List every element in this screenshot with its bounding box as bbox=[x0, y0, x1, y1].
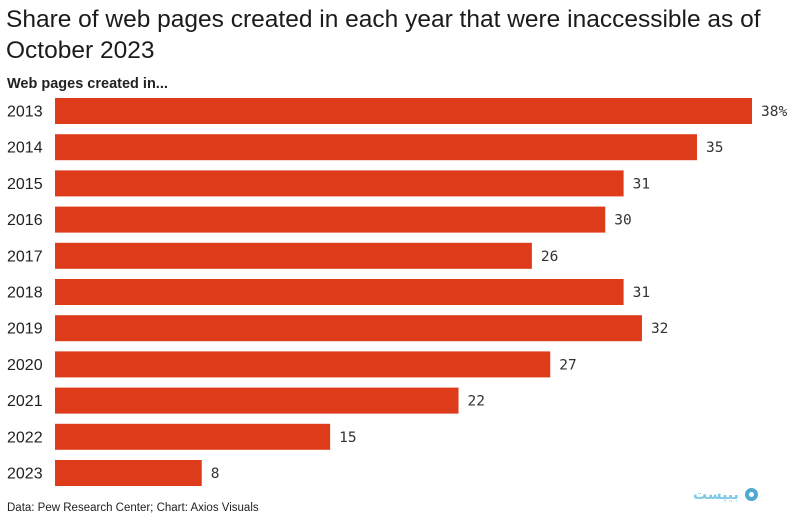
year-label-2013: 2013 bbox=[7, 104, 43, 121]
value-label-2013: 38% bbox=[761, 104, 787, 120]
value-label-2020: 27 bbox=[559, 357, 576, 373]
value-label-2015: 31 bbox=[633, 176, 650, 192]
year-label-2016: 2016 bbox=[7, 212, 43, 229]
chart-subtitle: Web pages created in... bbox=[7, 76, 168, 92]
year-label-2014: 2014 bbox=[7, 140, 43, 157]
chart-title: Share of web pages created in each year … bbox=[6, 6, 761, 64]
bar-2016 bbox=[55, 206, 606, 233]
watermark-text: بیپست bbox=[693, 486, 739, 502]
source-note: Data: Pew Research Center; Chart: Axios … bbox=[7, 502, 259, 514]
value-label-2017: 26 bbox=[541, 249, 558, 265]
bar-2015 bbox=[55, 170, 624, 197]
value-label-2023: 8 bbox=[211, 466, 220, 482]
value-label-2014: 35 bbox=[706, 140, 723, 156]
bar-2017 bbox=[55, 242, 532, 269]
bar-2020 bbox=[55, 351, 551, 378]
value-label-2016: 30 bbox=[614, 213, 631, 229]
bar-2023 bbox=[55, 460, 202, 486]
year-label-2015: 2015 bbox=[7, 176, 43, 193]
year-label-2019: 2019 bbox=[7, 321, 43, 338]
bar-2022 bbox=[55, 423, 331, 450]
watermark-logo: بیپست bbox=[693, 486, 758, 503]
bar-2021 bbox=[55, 387, 459, 414]
year-label-2023: 2023 bbox=[7, 466, 43, 483]
value-label-2019: 32 bbox=[651, 321, 668, 337]
bar-2013 bbox=[55, 98, 752, 124]
year-label-2020: 2020 bbox=[7, 357, 43, 374]
year-label-2018: 2018 bbox=[7, 285, 43, 302]
year-label-2021: 2021 bbox=[7, 393, 43, 410]
year-label-2022: 2022 bbox=[7, 429, 43, 446]
bar-2019 bbox=[55, 315, 642, 342]
watermark-dot-icon bbox=[744, 488, 758, 501]
bar-2018 bbox=[55, 279, 624, 305]
bar-2014 bbox=[55, 134, 697, 161]
value-label-2021: 22 bbox=[468, 394, 485, 410]
value-label-2022: 15 bbox=[339, 430, 356, 446]
year-label-2017: 2017 bbox=[7, 248, 43, 265]
value-label-2018: 31 bbox=[633, 285, 650, 301]
